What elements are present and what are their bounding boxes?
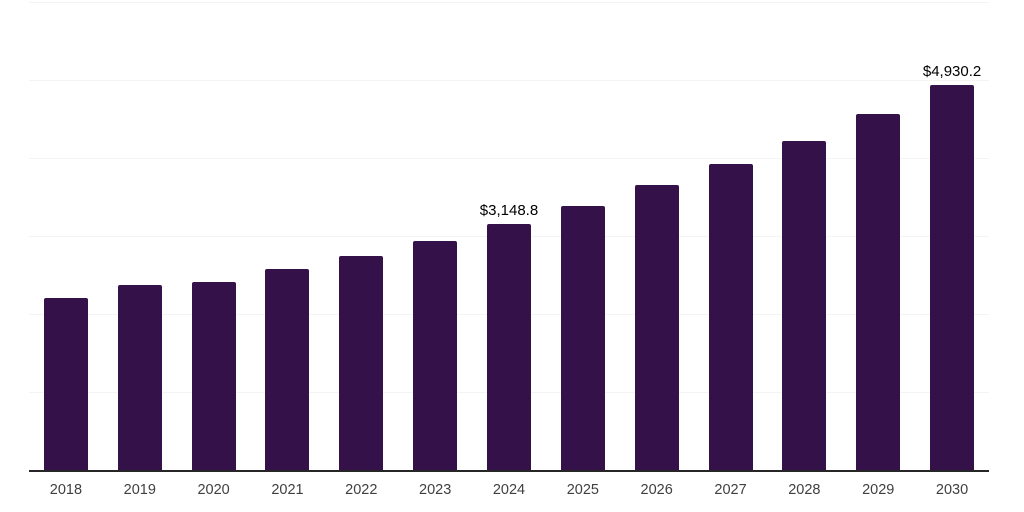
x-axis: 2018 2019 2020 2021 2022 2023 2024 2025 2026 2027…	[29, 482, 989, 504]
gridline-4000	[29, 158, 989, 159]
plot-area: $3,148.8 $4,930.2	[29, 2, 989, 472]
x-tick-label-2027: 2027	[714, 482, 747, 498]
bar-2018	[43, 297, 88, 470]
value-label-2030: $4,930.2	[922, 63, 982, 81]
x-tick-label-2030: 2030	[935, 482, 969, 498]
x-tick-label-2020: 2020	[197, 482, 230, 498]
gridline-6000	[29, 2, 989, 3]
bar-2025	[560, 206, 605, 470]
bar-2022	[339, 256, 384, 470]
bar-2028	[782, 140, 827, 470]
bar-2026	[634, 185, 679, 470]
x-tick-label-2026: 2026	[640, 482, 673, 498]
x-tick-label-2022: 2022	[345, 482, 378, 498]
x-tick-label-2029: 2029	[862, 482, 895, 498]
x-tick-label-2023: 2023	[419, 482, 452, 498]
gridline-5000	[29, 80, 989, 81]
x-tick-label-2021: 2021	[271, 482, 304, 498]
bar-2027	[708, 163, 753, 470]
x-tick-label-2024: 2024	[492, 482, 526, 498]
x-tick-label-2025: 2025	[566, 482, 599, 498]
bar-2023	[413, 241, 458, 470]
bar-2024	[487, 224, 531, 470]
bar-2019	[117, 285, 162, 470]
x-tick-label-2018: 2018	[49, 482, 83, 498]
bar-2020	[191, 282, 236, 470]
bar-2021	[265, 268, 310, 470]
value-label-2024: $3,148.8	[479, 202, 539, 220]
bar-2030	[930, 85, 975, 470]
x-tick-label-2028: 2028	[788, 482, 821, 498]
bar-2029	[856, 114, 901, 470]
x-tick-label-2019: 2019	[123, 482, 156, 498]
